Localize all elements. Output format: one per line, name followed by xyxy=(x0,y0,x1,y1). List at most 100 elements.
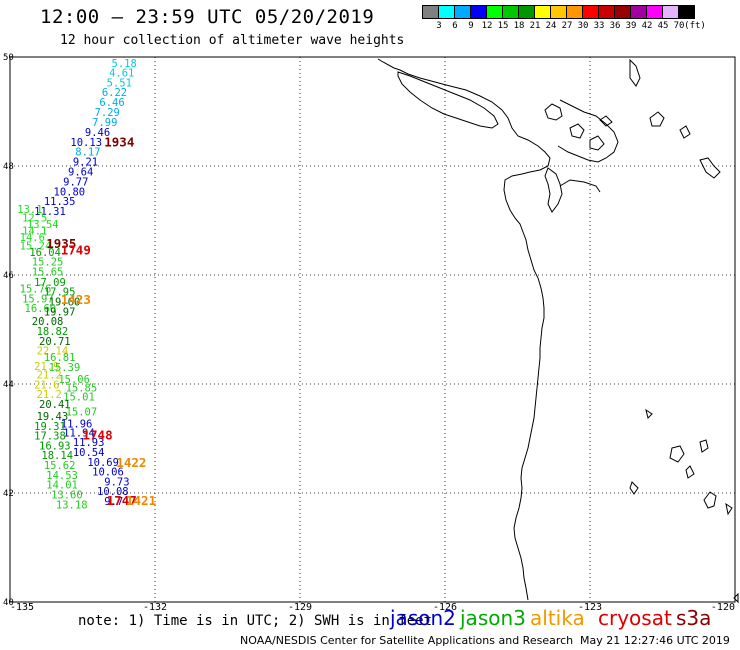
wave-height-value: 16.04 xyxy=(29,247,61,259)
wave-height-value: 19.43 xyxy=(37,411,69,423)
wave-height-value: 8.17 xyxy=(75,147,100,159)
inland-lake-1 xyxy=(649,111,665,127)
colorbar-label: 21 xyxy=(529,21,541,31)
longitude-label: -123 xyxy=(578,602,602,613)
colorbar-label: 12 xyxy=(481,21,493,31)
wave-height-value: 9.64 xyxy=(68,166,93,178)
colorbar-label: 15 xyxy=(497,21,509,31)
wave-height-value: 9.46 xyxy=(85,127,110,139)
wave-height-value: 15.76 xyxy=(20,283,52,295)
pass-time-label: 1749 xyxy=(61,242,91,257)
wave-height-value: 22.14 xyxy=(37,346,69,358)
wave-height-value: 21.2 xyxy=(37,370,62,382)
wave-height-value: 15.39 xyxy=(49,362,81,374)
legend-altika: altika xyxy=(530,606,585,630)
wave-height-value: 21.6 xyxy=(34,379,59,391)
colorbar-swatches xyxy=(422,5,695,19)
wave-height-value: 11.94 xyxy=(63,427,95,439)
legend-cryosat: cryosat xyxy=(598,606,672,630)
colorbar-label: 6 xyxy=(452,21,458,31)
wave-height-value: 11.93 xyxy=(73,437,105,449)
wave-height-value: 10.80 xyxy=(54,186,86,198)
colorbar-label: 24 xyxy=(545,21,557,31)
coastline xyxy=(377,58,739,604)
latitude-label: 42 xyxy=(3,489,14,499)
longitude-label: -129 xyxy=(288,602,312,613)
colorbar-labels: 3 6 9 12 15 18 21 24 27 30 33 36 39 42 45 70 (ft) xyxy=(422,19,706,33)
wave-height-value: 13.60 xyxy=(51,489,83,501)
legend-s3a: s3a xyxy=(676,606,712,630)
wave-height-value: 15.25 xyxy=(32,257,64,269)
wave-height-value: 14.6 xyxy=(20,232,45,244)
colorbar-swatch xyxy=(678,5,695,19)
wave-height-value: 10.69 xyxy=(87,457,119,469)
wave-height-value: 7.29 xyxy=(95,107,120,119)
map-frame xyxy=(9,56,736,603)
colorbar-label: 33 xyxy=(593,21,605,31)
colorbar-label: 70 xyxy=(673,21,685,31)
wave-height-value: 15.01 xyxy=(63,391,95,403)
wave-height-value: 17.38 xyxy=(34,431,66,443)
wave-height-value: 10.54 xyxy=(73,447,105,459)
wave-height-value: 4.61 xyxy=(109,68,134,80)
colorbar-label: 27 xyxy=(561,21,573,31)
wave-height-value: 16.81 xyxy=(44,352,76,364)
inland-lake-7 xyxy=(699,439,709,453)
page-subtitle: 12 hour collection of altimeter wave hei… xyxy=(60,33,405,48)
wave-height-value: 14.53 xyxy=(46,470,78,482)
longitude-label: -126 xyxy=(433,602,457,613)
inland-lake-4 xyxy=(629,58,641,87)
colorbar-label: 36 xyxy=(609,21,621,31)
pass-time-label: 1934 xyxy=(104,134,134,149)
wave-height-value: 11.96 xyxy=(61,419,93,431)
colorbar-label: 3 xyxy=(436,21,442,31)
inland-lake-5 xyxy=(645,408,653,419)
wave-height-value: 13.54 xyxy=(27,219,59,231)
wave-height-value: 10.06 xyxy=(92,467,124,479)
wave-height-value: 21.9 xyxy=(34,361,59,373)
longitude-label: -132 xyxy=(143,602,167,613)
wave-height-value: 20.71 xyxy=(39,336,71,348)
colorbar-label: 45 xyxy=(657,21,669,31)
wave-height-value: 14.1 xyxy=(22,226,47,238)
puget-sound xyxy=(544,167,563,213)
wave-height-value: 15.62 xyxy=(44,460,76,472)
wave-height-value: 5.51 xyxy=(107,77,132,89)
wave-height-value: 12.5 xyxy=(22,213,47,225)
wave-height-value: 20.41 xyxy=(39,399,71,411)
colorbar-label: 39 xyxy=(625,21,637,31)
wave-height-colorbar: 3 6 9 12 15 18 21 24 27 30 33 36 39 42 45 70 (ft) xyxy=(422,5,706,33)
latitude-label: 44 xyxy=(3,380,14,390)
wave-height-value: 6.22 xyxy=(102,87,127,99)
generated-timestamp: May 21 12:27:46 UTC 2019 xyxy=(580,634,730,647)
inland-lake-3 xyxy=(699,157,721,179)
wave-height-value: 18.14 xyxy=(41,450,73,462)
longitude-label: -120 xyxy=(711,602,735,613)
wave-height-value: 19.31 xyxy=(34,421,66,433)
inland-lake-10 xyxy=(703,491,717,509)
wave-height-value: 19.60 xyxy=(49,297,81,309)
inland-lake-2 xyxy=(679,125,691,139)
wave-height-value: 20.08 xyxy=(32,316,64,328)
longitude-label: -135 xyxy=(10,602,34,613)
wave-height-value: 21.2 xyxy=(37,389,62,401)
pass-time-label: 1422 xyxy=(116,455,146,470)
wave-height-value: 5.18 xyxy=(112,58,137,70)
mainland-coastline xyxy=(377,58,551,601)
colorbar-label: (ft) xyxy=(684,21,706,31)
wave-height-value: 10.13 xyxy=(70,137,102,149)
colorbar-label: 30 xyxy=(577,21,589,31)
agency-credit: NOAA/NESDIS Center for Satellite Applica… xyxy=(240,634,574,647)
wave-height-value: 9.73 xyxy=(104,476,129,488)
wave-height-value: 15.65 xyxy=(32,267,64,279)
wave-height-value: 16.93 xyxy=(39,440,71,452)
river-inlet xyxy=(559,179,601,193)
colorbar-label: 18 xyxy=(513,21,525,31)
inland-lake-8 xyxy=(685,465,695,479)
wave-height-value: 16.60 xyxy=(25,303,57,315)
wave-height-value: 15.24 xyxy=(20,240,52,252)
wave-height-value: 15.85 xyxy=(66,383,98,395)
latitude-label: 40 xyxy=(3,598,14,608)
